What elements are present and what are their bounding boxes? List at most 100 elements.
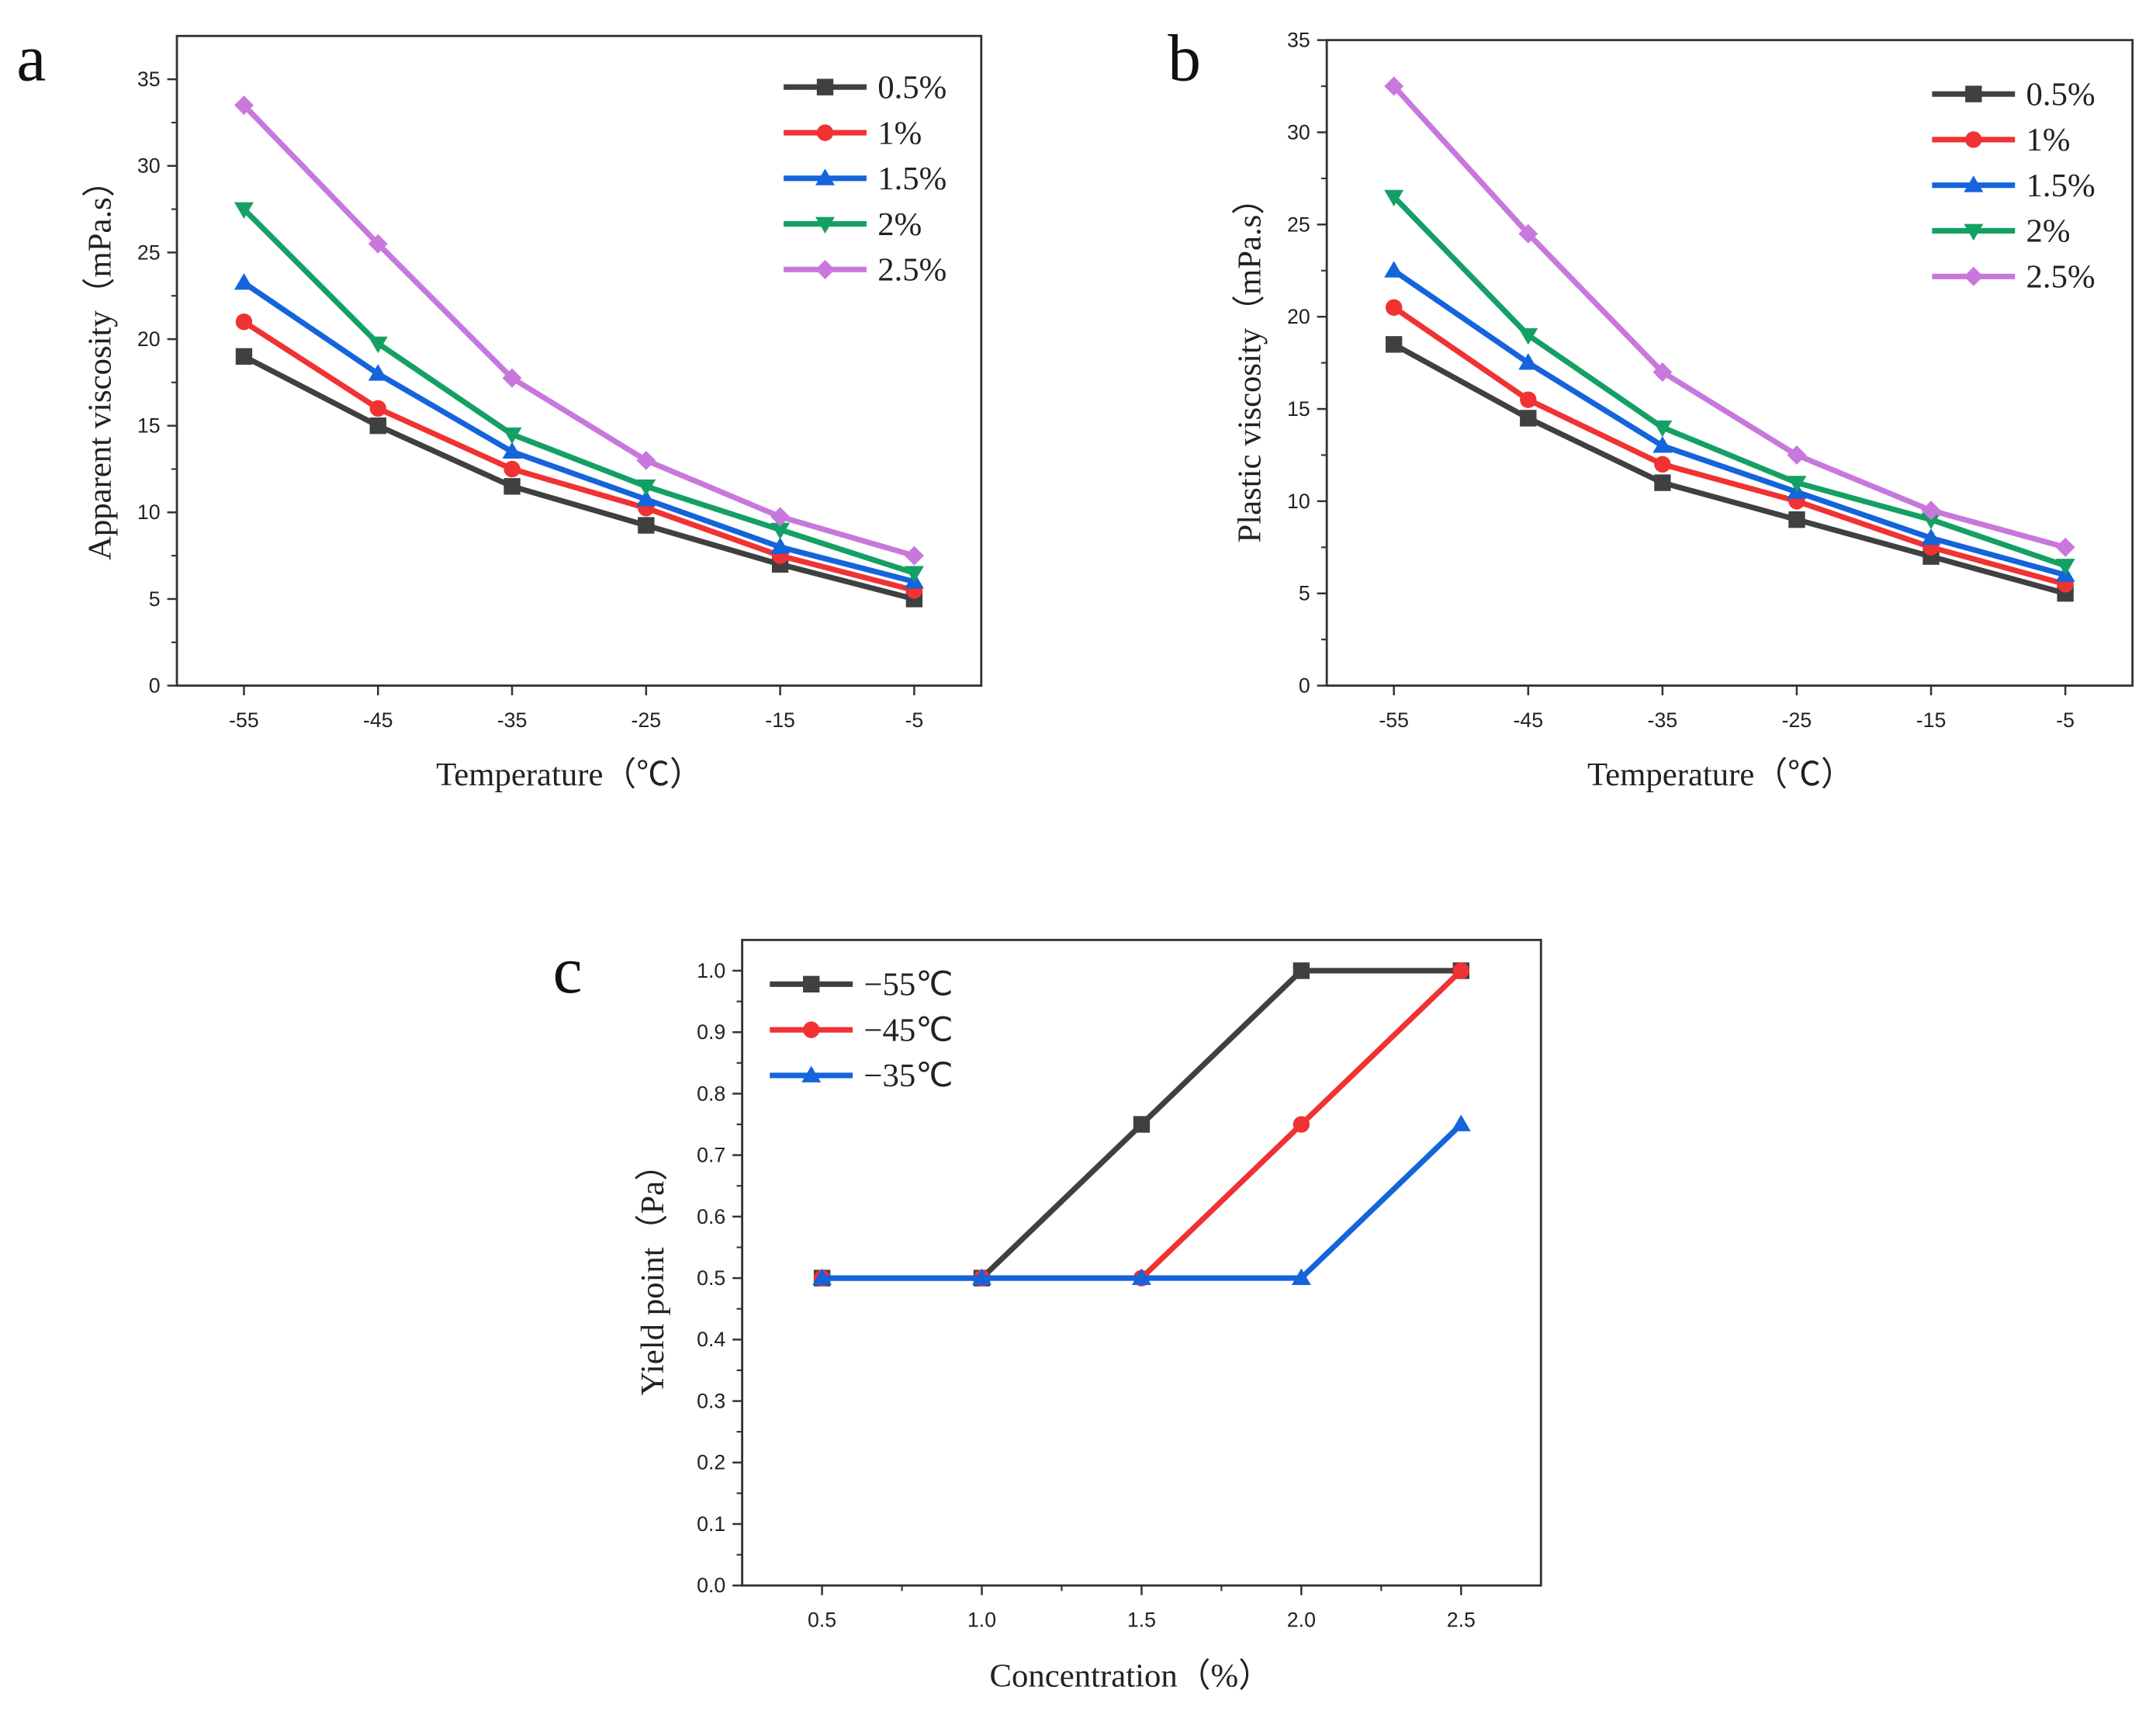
data-point (770, 507, 791, 527)
y-tick-label: 0.4 (697, 1328, 725, 1351)
y-tick-label: 35 (137, 68, 161, 91)
y-tick-label: 35 (1287, 29, 1310, 52)
data-point (1384, 261, 1404, 278)
legend-item: 2.5% (784, 252, 946, 289)
y-tick-label: 5 (149, 587, 161, 611)
legend-label: 1.5% (2026, 168, 2095, 204)
data-point (2055, 537, 2075, 557)
data-point (234, 95, 254, 116)
chart-a: 0 5 10 15 20 25 30 35 -55 -45 -35 -25 -15 -5 Temperatu… (16, 22, 983, 793)
data-point (1131, 1268, 1151, 1286)
legend-label: −55℃ (863, 967, 953, 1003)
legend-marker (816, 124, 834, 141)
chart-b: 0 5 10 15 20 25 30 35 -55 -45 -35 -25 -15 -5 Temperatu… (1168, 22, 2134, 793)
data-point (1518, 353, 1538, 370)
series-3 (234, 202, 924, 583)
data-point (1452, 962, 1469, 979)
y-tick-label: 1.0 (697, 959, 725, 982)
series-line (242, 319, 915, 594)
data-point (770, 537, 791, 554)
data-point (1787, 445, 1807, 465)
data-point (1520, 410, 1537, 427)
data-point (636, 479, 656, 497)
legend-label: 1% (877, 115, 922, 151)
series-line (1392, 84, 2067, 550)
data-point (368, 336, 388, 354)
data-point (636, 490, 656, 507)
data-point (1788, 511, 1805, 528)
x-tick-label: -55 (229, 708, 259, 732)
series-line (822, 1122, 1463, 1281)
y-axis-label: Plastic viscosity（mPa.s） (1232, 182, 1268, 543)
series-2 (1384, 261, 2075, 582)
legend-marker (1964, 266, 1984, 286)
data-point (770, 522, 791, 540)
data-point (368, 234, 388, 254)
series-0 (1386, 336, 2074, 602)
x-tick-label: -25 (632, 708, 662, 732)
legend-marker (1965, 131, 1982, 148)
data-point (369, 417, 386, 435)
panel-letter: b (1168, 22, 1201, 95)
legend-label: 2.5% (2026, 259, 2095, 296)
legend-label: 2% (877, 206, 922, 243)
data-point (369, 400, 386, 417)
data-point (1518, 328, 1538, 345)
legend-marker (803, 1021, 820, 1038)
x-axis-label: Temperature（℃） (1587, 757, 1854, 793)
x-tick-label: 0.5 (808, 1609, 836, 1632)
legend-item: 2% (1932, 213, 2071, 250)
legend-item: 1% (784, 115, 922, 151)
legend-item: 1.5% (784, 161, 946, 197)
y-tick-label: 0.7 (697, 1144, 725, 1167)
data-point (1386, 336, 1403, 353)
y-tick-label: 15 (1287, 397, 1310, 421)
series-line (242, 354, 915, 602)
data-point (1921, 512, 1941, 530)
legend-marker (815, 216, 835, 234)
x-tick-label: -45 (1513, 708, 1543, 732)
x-tick-label: -55 (1379, 708, 1409, 732)
series-2 (812, 1114, 1471, 1286)
y-tick-label: 0.0 (697, 1574, 725, 1597)
data-point (1133, 1116, 1151, 1133)
series-0 (813, 962, 1469, 1287)
legend-label: 0.5% (2026, 76, 2095, 113)
data-point (1921, 528, 1941, 546)
legend-label: 2% (2026, 213, 2071, 250)
legend-marker (803, 975, 820, 993)
data-point (1921, 500, 1941, 521)
legend-marker (815, 259, 835, 279)
legend-item: 0.5% (1932, 76, 2095, 113)
y-axis-label: Yield point（Pa） (635, 1148, 671, 1395)
chart-c: 0.0 0.1 0.2 0.3 0.4 0.5 0.6 0.7 0.8 0.9 1.0 0.5 1.0 1… (553, 934, 1542, 1694)
legend-item: 2.5% (1932, 259, 2095, 296)
y-tick-label: 0.9 (697, 1020, 725, 1044)
series-line (1392, 195, 2067, 569)
legend-label: 1% (2026, 122, 2071, 158)
y-tick-label: 5 (1299, 582, 1310, 605)
data-point (1520, 391, 1537, 408)
y-tick-label: 20 (137, 327, 161, 351)
data-point (1384, 189, 1404, 207)
panel-letter: a (16, 22, 46, 95)
data-point (1291, 1268, 1311, 1286)
data-point (638, 517, 655, 534)
data-point (1386, 299, 1403, 316)
plot-frame (741, 938, 1542, 1587)
series-line (1392, 341, 2067, 597)
y-tick-label: 0.3 (697, 1389, 725, 1412)
x-tick-label: 2.0 (1287, 1609, 1316, 1632)
data-point (502, 442, 522, 459)
data-point (904, 546, 924, 566)
legend-marker (1964, 223, 1984, 241)
legend-item: −55℃ (770, 967, 953, 1003)
legend-item: −35℃ (770, 1058, 953, 1094)
legend-label: −45℃ (863, 1012, 953, 1048)
x-tick-label: -35 (1648, 708, 1678, 732)
legend-item: 1% (1932, 122, 2071, 158)
x-tick-label: 2.5 (1447, 1609, 1476, 1632)
x-tick-label: -45 (363, 708, 393, 732)
